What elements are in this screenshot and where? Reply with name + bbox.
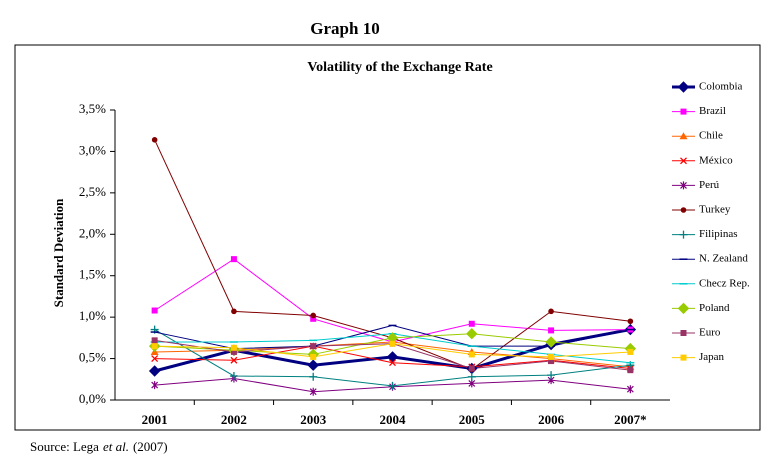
data-point [151, 355, 159, 363]
data-point [230, 344, 237, 351]
data-point [467, 372, 476, 381]
legend-label: N. Zealand [699, 253, 748, 265]
data-point [310, 343, 317, 350]
y-tick-label: 2,0% [79, 225, 106, 240]
legend-marker [679, 132, 688, 140]
source-text: et al. [103, 439, 129, 454]
source: Source: Lega et al. (2007) [30, 439, 168, 454]
legend-marker [677, 302, 690, 315]
x-tick-label: 2003 [300, 412, 327, 427]
data-point [230, 356, 238, 364]
legend-marker [679, 230, 688, 239]
legend-marker [680, 330, 687, 336]
data-point [310, 312, 317, 319]
data-point [229, 371, 238, 380]
data-point [627, 367, 634, 374]
data-point [310, 315, 317, 322]
data-point [230, 256, 237, 263]
x-tick-label: 2001 [142, 412, 168, 427]
data-point [307, 359, 319, 371]
y-tick-label: 0,0% [79, 391, 106, 406]
y-tick-label: 1,0% [79, 308, 106, 323]
chart-title: Volatility of the Exchange Rate [307, 60, 492, 75]
legend-label: México [699, 154, 733, 166]
legend-label: Brazil [699, 105, 726, 117]
y-tick-label: 3,5% [79, 101, 106, 116]
data-point [548, 327, 555, 334]
frame [14, 44, 761, 431]
data-point [626, 385, 634, 394]
legend-label: Perú [699, 179, 720, 191]
data-point [309, 387, 317, 396]
data-point [389, 340, 396, 347]
data-point [389, 359, 396, 367]
x-tick-label: 2002 [221, 412, 247, 427]
y-tick-label: 0,5% [79, 350, 106, 365]
data-point [386, 351, 399, 363]
legend-label: Euro [699, 327, 721, 339]
source-text: Source: Lega [30, 439, 99, 454]
series-line [154, 258, 631, 343]
legend-marker [680, 181, 687, 190]
legend-marker [680, 207, 687, 213]
data-point [627, 348, 634, 355]
legend-marker [677, 81, 690, 93]
x-tick-label: 2007* [614, 412, 647, 427]
data-point [466, 328, 478, 340]
source-text: (2007) [133, 439, 168, 454]
legend-label: Checz Rep. [699, 277, 750, 289]
data-point [309, 372, 318, 381]
legend-label: Japan [699, 351, 725, 363]
x-tick-label: 2004 [380, 412, 407, 427]
x-tick-label: 2006 [538, 412, 565, 427]
legend-label: Chile [699, 130, 723, 142]
data-point [151, 137, 158, 143]
data-point [151, 307, 158, 314]
legend-marker [680, 354, 687, 361]
legend-marker [680, 108, 687, 115]
data-point [547, 371, 556, 380]
data-point [148, 365, 161, 377]
legend-marker [680, 157, 687, 165]
y-tick-label: 3,0% [79, 142, 106, 157]
data-point [468, 320, 475, 327]
data-point [548, 308, 554, 315]
data-point [627, 318, 634, 325]
data-point [545, 336, 557, 348]
y-axis-label: Standard Deviation [51, 198, 66, 307]
data-point [151, 343, 158, 350]
legend-label: Turkey [699, 204, 731, 216]
data-point [468, 365, 475, 372]
data-point [151, 381, 159, 390]
legend-label: Colombia [699, 81, 743, 93]
x-tick-label: 2005 [459, 412, 486, 427]
legend-label: Filipinas [699, 228, 738, 240]
y-tick-label: 2,5% [79, 184, 106, 199]
heading: Graph 10 [310, 19, 379, 38]
legend-label: Poland [699, 302, 730, 314]
data-point [468, 351, 475, 358]
data-point [548, 358, 555, 365]
data-point [310, 353, 317, 360]
data-point [151, 337, 158, 344]
y-tick-label: 1,5% [79, 267, 106, 282]
data-point [230, 348, 237, 355]
data-point [388, 381, 397, 390]
data-point [231, 308, 237, 315]
data-point [548, 353, 555, 360]
